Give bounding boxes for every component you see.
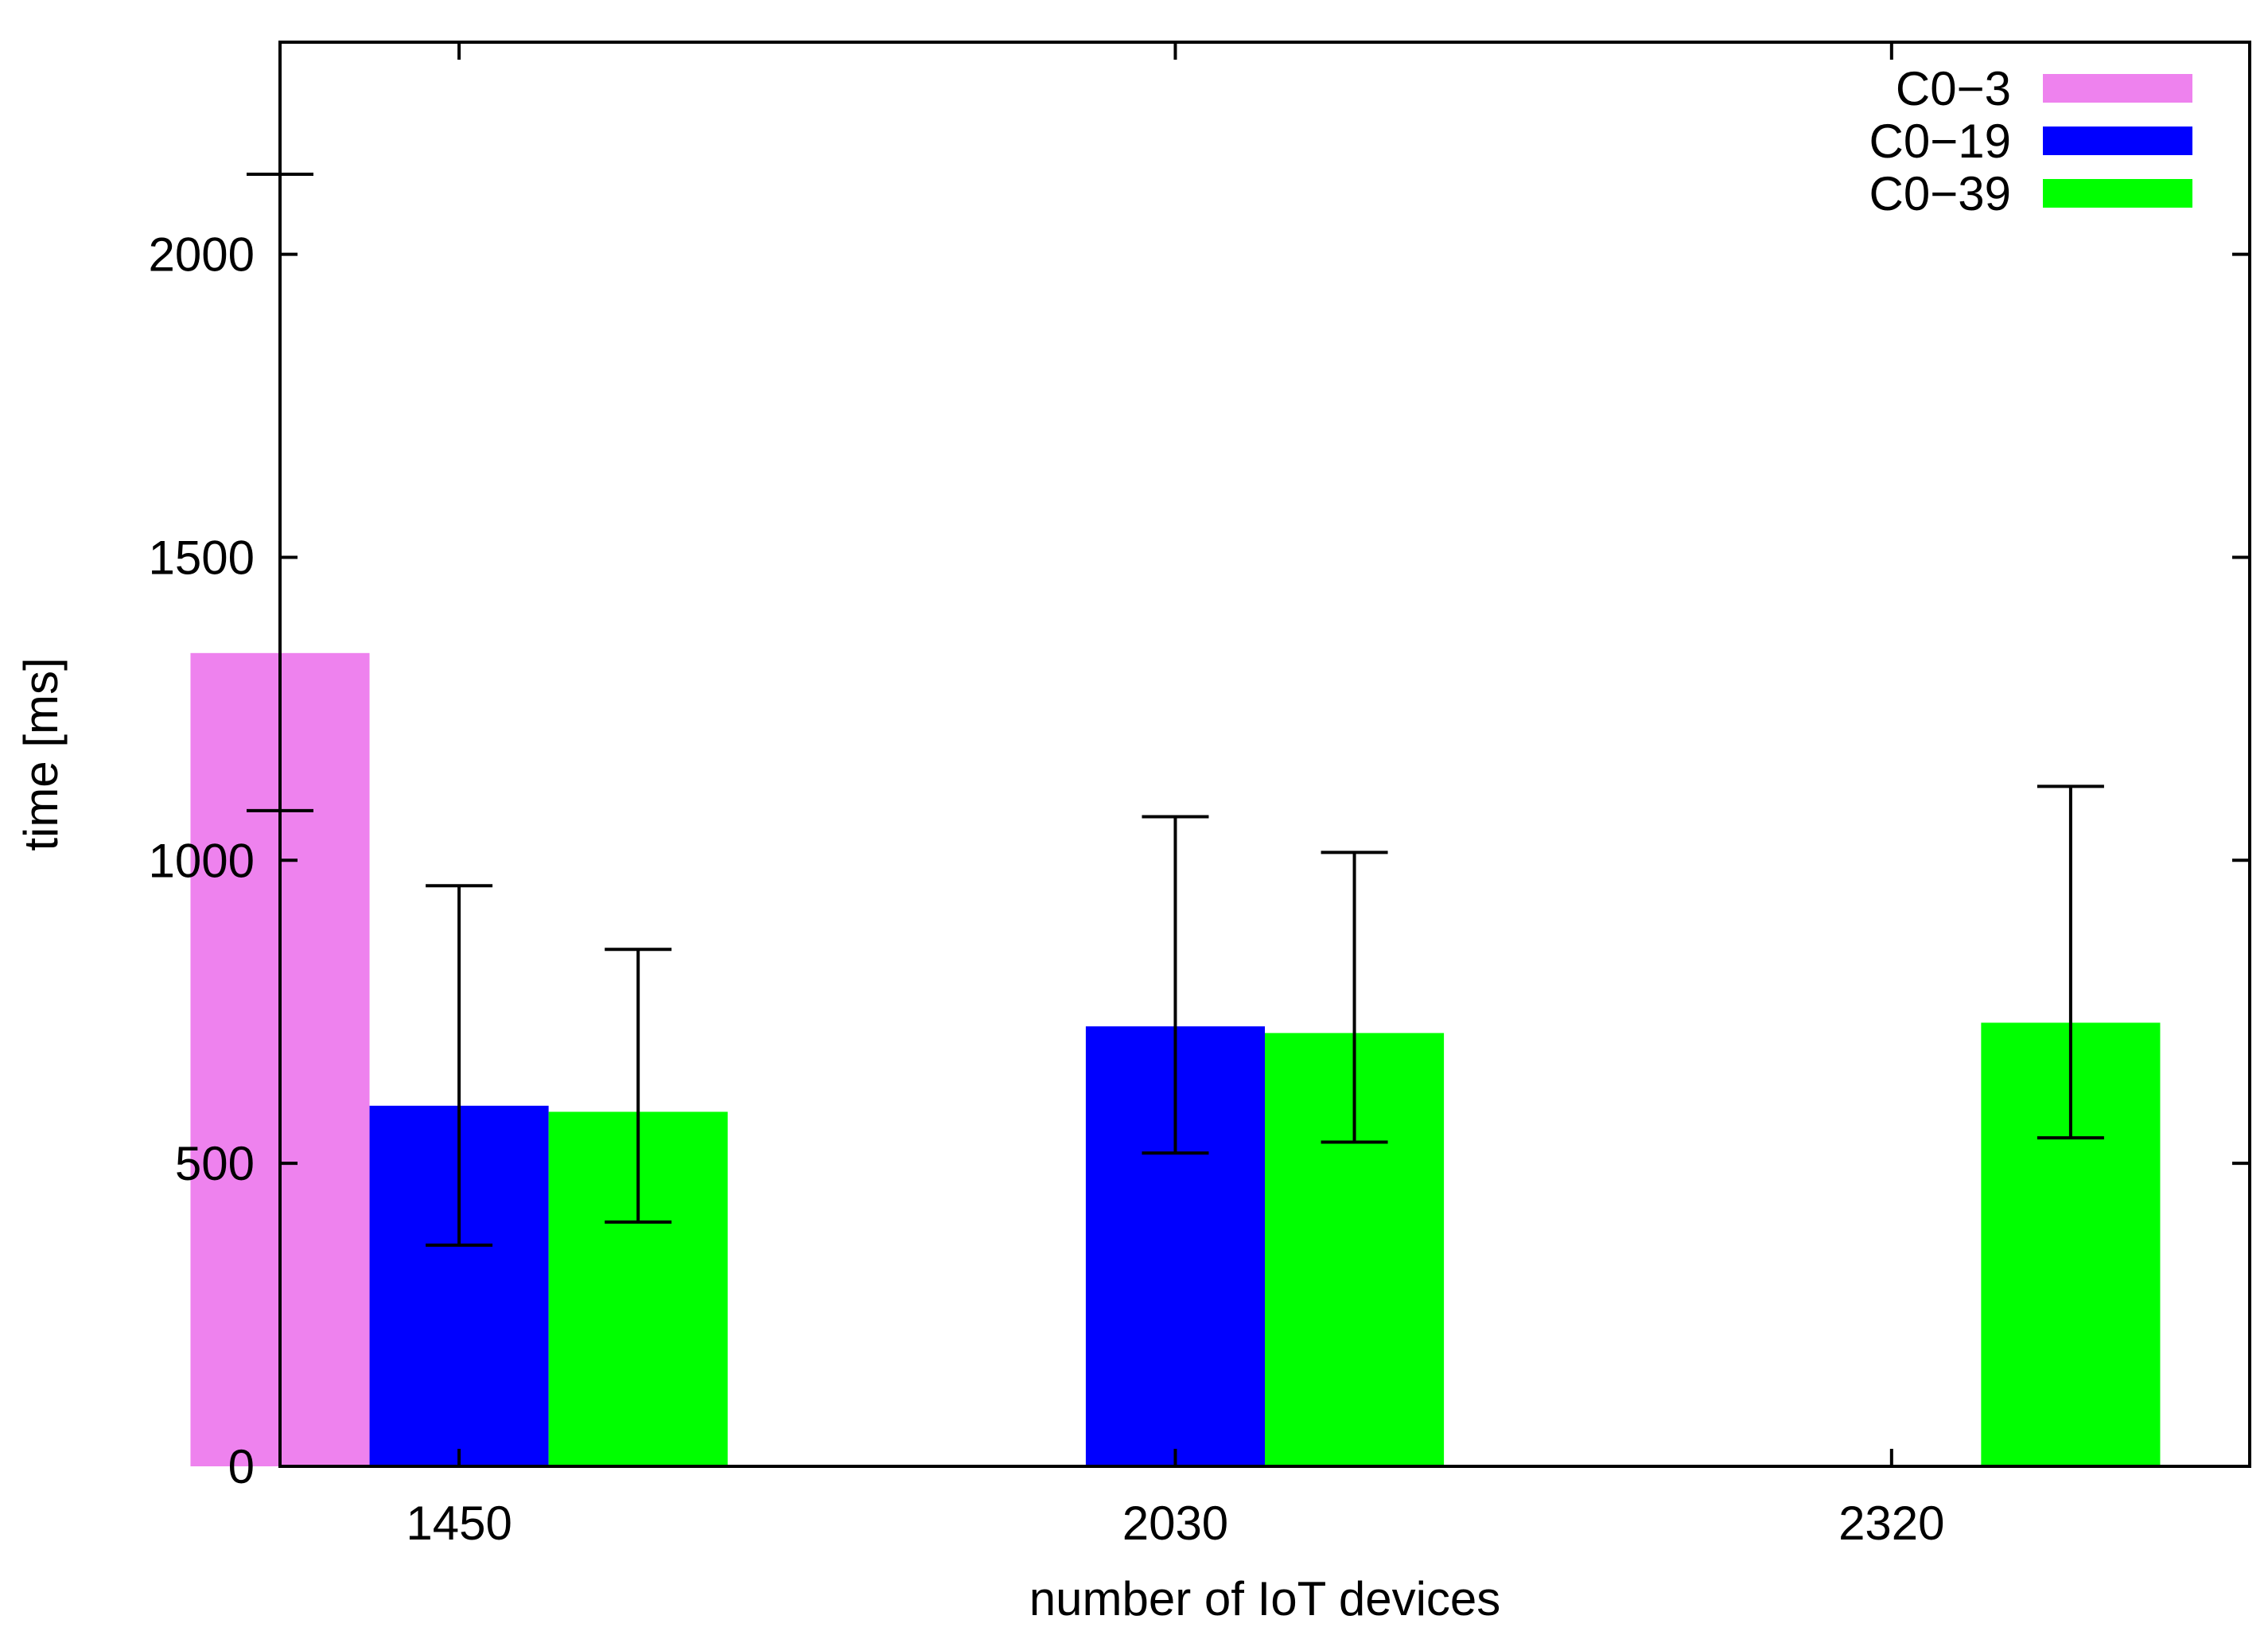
y-tick-label-2: 1000 bbox=[149, 834, 255, 887]
y-tick-label-1: 500 bbox=[175, 1137, 255, 1190]
error-bar-s2-c0 bbox=[605, 948, 672, 1224]
errorbars-layer bbox=[247, 173, 2104, 1247]
legend-swatch-0 bbox=[2043, 74, 2192, 103]
legend-swatch-1 bbox=[2043, 127, 2192, 155]
legend-swatch-2 bbox=[2043, 179, 2192, 208]
legend-item-0: C0−3 bbox=[1896, 62, 2192, 115]
error-bar-s1-c0 bbox=[426, 884, 493, 1247]
legend-item-2: C0−39 bbox=[1869, 167, 2192, 220]
legend-label-0: C0−3 bbox=[1896, 62, 2011, 115]
x-tick-label-2: 2320 bbox=[1838, 1497, 1944, 1550]
y-axis-title: time [ms] bbox=[14, 657, 68, 851]
y-tick-label-3: 1500 bbox=[149, 531, 255, 584]
x-tick-labels: 1450 2030 2320 bbox=[406, 1497, 1944, 1550]
error-bar-s2-c2 bbox=[2037, 784, 2104, 1140]
x-tick-label-1: 2030 bbox=[1122, 1497, 1228, 1550]
legend-item-1: C0−19 bbox=[1869, 115, 2192, 168]
error-bar-s2-c1 bbox=[1321, 851, 1388, 1144]
y-tick-label-0: 0 bbox=[228, 1440, 255, 1493]
ticks-layer bbox=[280, 42, 2250, 1468]
y-tick-labels: 0 500 1000 1500 2000 bbox=[149, 228, 255, 1493]
legend-label-2: C0−39 bbox=[1869, 167, 2011, 220]
legend-label-1: C0−19 bbox=[1869, 115, 2011, 168]
x-axis-title: number of IoT devices bbox=[1029, 1572, 1501, 1625]
error-bar-s1-c1 bbox=[1142, 815, 1209, 1155]
plot-frame bbox=[278, 41, 2251, 1468]
x-tick-label-0: 1450 bbox=[406, 1497, 512, 1550]
y-tick-label-4: 2000 bbox=[149, 228, 255, 282]
